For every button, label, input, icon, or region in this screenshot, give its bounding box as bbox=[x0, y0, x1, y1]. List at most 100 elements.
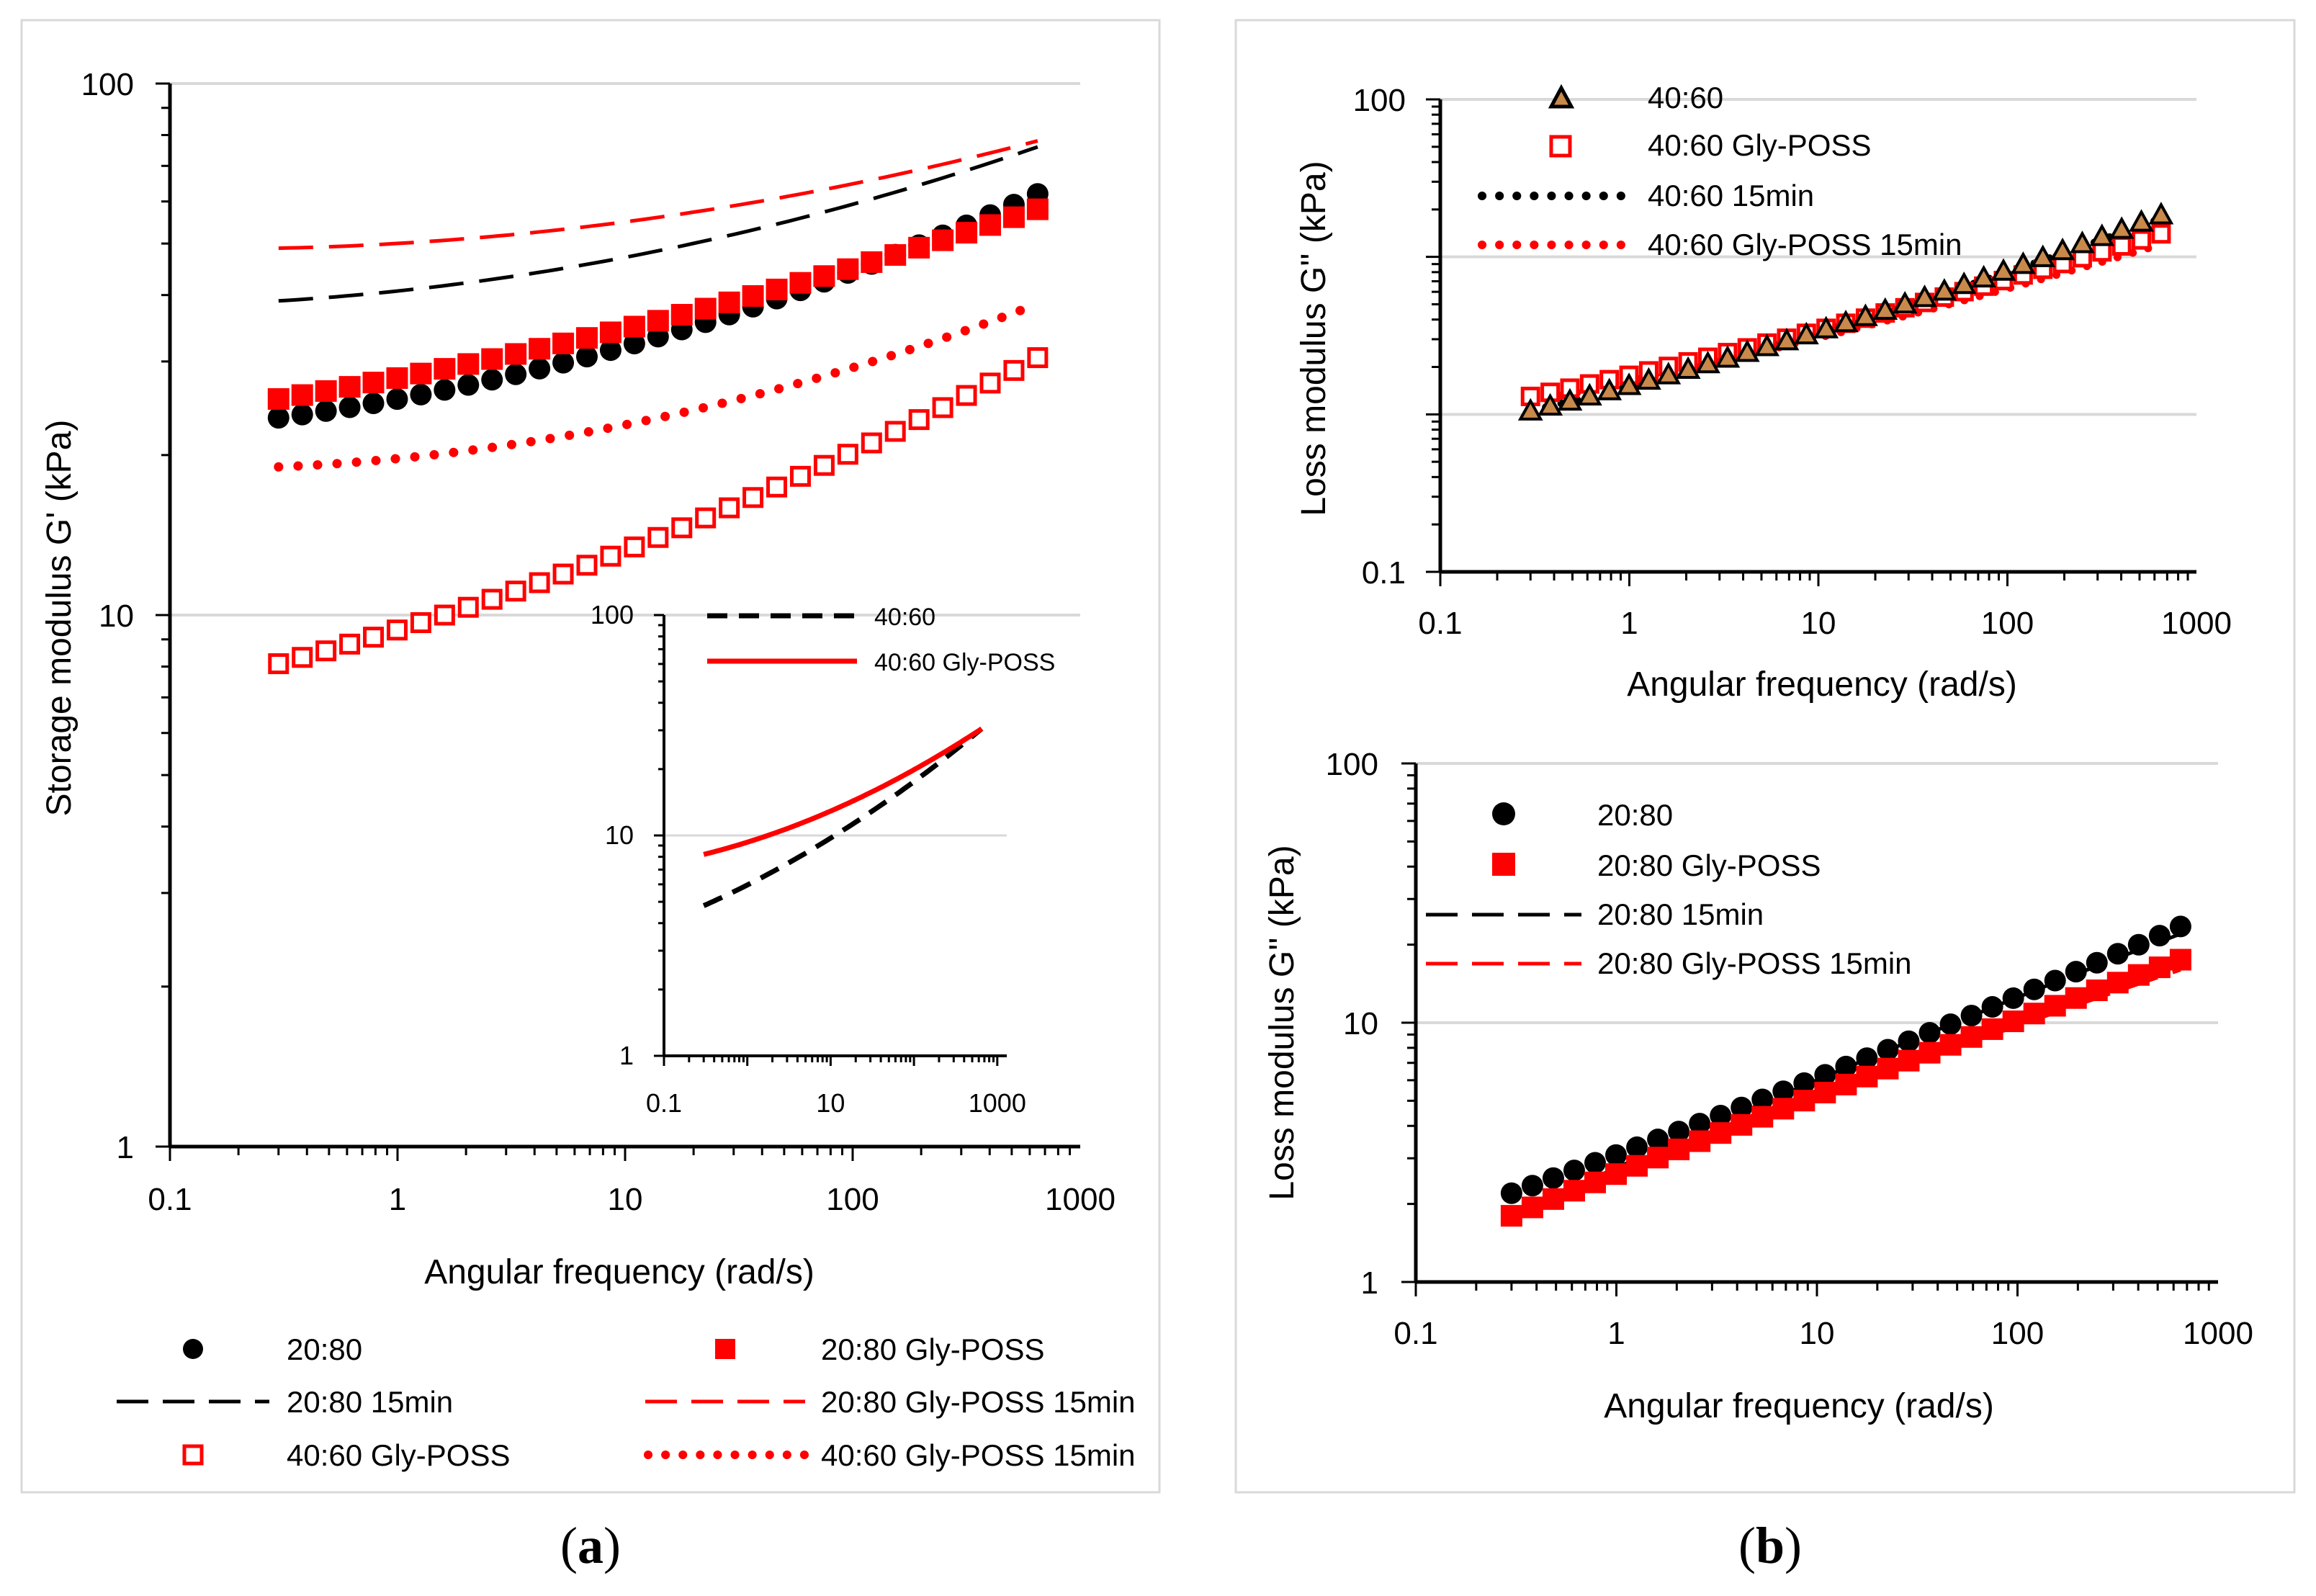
bt-point-40-60 bbox=[1538, 393, 1563, 416]
a-line-40-60-gly-poss-15min bbox=[274, 299, 1043, 472]
a-point-20-80 bbox=[434, 379, 456, 401]
chart-b-bottom-axes bbox=[1401, 762, 2218, 1296]
bb-point-20-80 bbox=[1584, 1152, 1607, 1174]
a-point-20-80 bbox=[505, 363, 527, 385]
a-point-40-60-gly-poss bbox=[434, 604, 455, 626]
bt-point-40-60 bbox=[1656, 362, 1682, 385]
bb-point-20-80 bbox=[1563, 1160, 1585, 1182]
bb-point-20-80 bbox=[1542, 1167, 1564, 1189]
bb-point-20-80 bbox=[2127, 933, 2150, 956]
bt-point-40-60 bbox=[1853, 303, 1878, 326]
a-point-20-80 bbox=[338, 396, 361, 418]
a-point-40-60-gly-poss bbox=[671, 517, 693, 539]
a-point-20-80-gly-poss bbox=[932, 229, 954, 251]
a-point-40-60-gly-poss bbox=[339, 633, 361, 655]
a-y-tick-label: 10 bbox=[99, 598, 134, 634]
bt-point-40-60 bbox=[2070, 230, 2095, 254]
bt-point-40-60-gly-poss bbox=[2092, 242, 2112, 262]
a-point-20-80-gly-poss bbox=[529, 338, 551, 360]
a-point-20-80-gly-poss bbox=[670, 304, 693, 326]
a-point-20-80 bbox=[267, 407, 290, 429]
a-series-20-80-gly-poss-15min bbox=[278, 139, 1038, 251]
a-point-20-80-gly-poss bbox=[386, 367, 408, 389]
legend-a-swatch-40-60-gly-poss bbox=[182, 1444, 204, 1466]
a-point-40-60-gly-poss bbox=[1003, 359, 1025, 381]
chart-b-top-y-ticks: 0.1 100 bbox=[1353, 83, 1406, 591]
a-point-20-80-gly-poss bbox=[694, 297, 717, 320]
legend-bt-label-40-60-15min: 40:60 15min bbox=[1648, 179, 1814, 212]
bb-point-20-80 bbox=[1668, 1121, 1690, 1143]
a-point-20-80-gly-poss bbox=[861, 251, 883, 273]
chart-b-top-y-axis-label: Loss modulus G'' (kPa) bbox=[1295, 161, 1333, 516]
bt-point-40-60 bbox=[2129, 209, 2154, 232]
bb-point-20-80-gly-poss bbox=[1500, 1205, 1522, 1227]
bb-point-20-80-gly-poss bbox=[1731, 1113, 1753, 1136]
a-point-40-60-gly-poss bbox=[600, 545, 621, 567]
a-point-20-80-gly-poss bbox=[789, 272, 812, 294]
a-series-20-80 bbox=[267, 183, 1049, 429]
chart-b-bottom-y-ticks: 1 10 100 bbox=[1326, 747, 1378, 1301]
a-y-tick-label: 100 bbox=[81, 67, 134, 102]
bb-point-20-80 bbox=[2065, 961, 2087, 983]
a-point-40-60-gly-poss bbox=[813, 454, 835, 476]
a-point-40-60-gly-poss bbox=[624, 536, 645, 557]
chart-a-legend: 20:80 20:80 Gly-POSS 20:80 15min 20:80 G… bbox=[117, 1332, 1136, 1472]
a-point-40-60-gly-poss bbox=[268, 653, 290, 675]
legend-bb-label-20-80-15min: 20:80 15min bbox=[1597, 897, 1764, 931]
a-point-40-60-gly-poss bbox=[837, 444, 858, 465]
a-series-20-80-15min bbox=[278, 145, 1038, 303]
bb-point-20-80 bbox=[1772, 1080, 1795, 1103]
bb-point-20-80 bbox=[2106, 943, 2129, 965]
bb-point-20-80 bbox=[2086, 951, 2108, 974]
bt-point-40-60 bbox=[2050, 237, 2075, 261]
inset-x-ticks: 0.1 10 1000 bbox=[646, 1088, 1026, 1118]
a-x-tick-label: 0.1 bbox=[148, 1182, 192, 1217]
bb-point-20-80 bbox=[1918, 1021, 1941, 1044]
bb-point-20-80-gly-poss bbox=[2023, 1003, 2045, 1025]
bt-point-40-60 bbox=[2148, 202, 2174, 225]
a-point-40-60-gly-poss bbox=[457, 596, 479, 618]
bt-point-40-60 bbox=[1636, 367, 1661, 390]
legend-a-label-40-60-gly-poss: 40:60 Gly-POSS bbox=[287, 1438, 510, 1472]
legend-bt-label-40-60-gly-poss: 40:60 Gly-POSS bbox=[1648, 128, 1871, 162]
a-y-tick-label: 1 bbox=[117, 1130, 134, 1165]
chart-b-top-axes bbox=[1426, 98, 2196, 586]
bt-y-tick-label: 0.1 bbox=[1362, 555, 1406, 591]
bb-point-20-80-gly-poss bbox=[1584, 1171, 1607, 1193]
chart-b-bottom-y-axis-label: Loss modulus G'' (kPa) bbox=[1263, 845, 1301, 1200]
bb-point-20-80-gly-poss bbox=[2127, 964, 2150, 986]
a-point-20-80-gly-poss bbox=[434, 358, 456, 380]
bb-point-20-80-gly-poss bbox=[1563, 1180, 1585, 1202]
bb-point-20-80 bbox=[2148, 925, 2171, 947]
a-point-20-80-gly-poss bbox=[505, 343, 527, 365]
bb-point-20-80-gly-poss bbox=[2044, 995, 2066, 1017]
chart-a-y-axis-label: Storage modulus G' (kPa) bbox=[40, 420, 78, 817]
a-point-20-80 bbox=[315, 400, 337, 422]
bb-point-20-80 bbox=[1960, 1005, 1983, 1027]
bb-point-20-80 bbox=[1793, 1072, 1815, 1094]
legend-a-swatch-20-80 bbox=[183, 1339, 203, 1359]
chart-a-y-ticks: 1 10 100 bbox=[81, 67, 134, 1165]
bt-point-40-60 bbox=[2089, 223, 2115, 246]
bt-point-40-60 bbox=[2030, 244, 2056, 267]
bt-point-40-60 bbox=[1576, 382, 1602, 405]
inset-series bbox=[702, 726, 984, 908]
a-point-40-60-gly-poss bbox=[908, 409, 930, 431]
bb-series-20-80-gly-poss bbox=[1500, 949, 2191, 1227]
chart-b-top-legend: 40:60 40:60 Gly-POSS 40:60 15min 40:60 G… bbox=[1478, 81, 1962, 261]
a-point-20-80 bbox=[599, 339, 621, 362]
bt-y-tick-label: 100 bbox=[1353, 83, 1406, 118]
legend-bb-swatch-20-80 bbox=[1492, 802, 1515, 825]
bb-x-tick-label: 0.1 bbox=[1393, 1316, 1437, 1351]
ai-x-tick-label: 0.1 bbox=[646, 1088, 682, 1118]
bt-point-40-60 bbox=[1774, 328, 1800, 351]
a-point-20-80-gly-poss bbox=[647, 310, 669, 332]
chart-b-bottom-series bbox=[1500, 915, 2191, 1227]
bt-x-tick-label: 100 bbox=[1981, 606, 2034, 641]
bb-point-20-80 bbox=[1689, 1113, 1711, 1135]
a-point-40-60-gly-poss bbox=[481, 588, 503, 610]
panel-b-label: (b) bbox=[1738, 1517, 1802, 1574]
legend-bb-swatch-20-80-gly-poss bbox=[1492, 853, 1515, 876]
bt-x-tick-label: 1 bbox=[1620, 606, 1638, 641]
bb-point-20-80-gly-poss bbox=[2148, 956, 2171, 979]
